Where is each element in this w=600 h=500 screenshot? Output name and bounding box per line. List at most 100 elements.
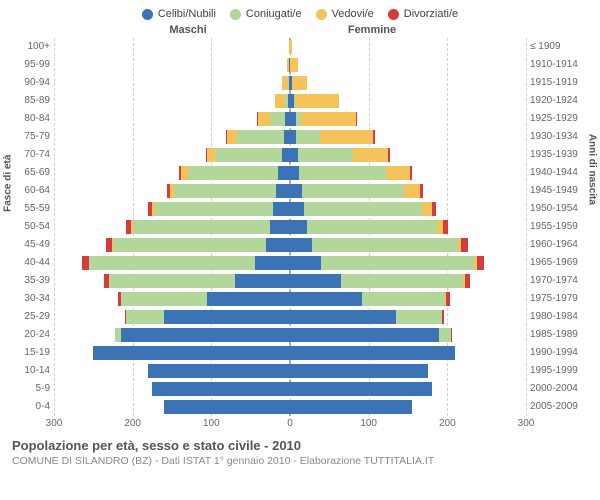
bar-segment <box>290 202 304 216</box>
age-label: 10-14 <box>12 362 54 380</box>
age-label: 45-49 <box>12 236 54 254</box>
age-label: 75-79 <box>12 128 54 146</box>
bar-segment <box>290 148 298 162</box>
legend-swatch <box>388 9 399 20</box>
bar-segment <box>174 184 276 198</box>
pyramid-row <box>54 308 526 326</box>
bar-segment <box>164 400 290 414</box>
birth-label: 1975-1979 <box>526 290 588 308</box>
legend-item: Divorziati/e <box>388 8 458 20</box>
birth-label: 1980-1984 <box>526 308 588 326</box>
pyramid-row <box>54 182 526 200</box>
x-tick-label: 300 <box>46 418 63 429</box>
pyramid-row <box>54 272 526 290</box>
birth-label: 1950-1954 <box>526 200 588 218</box>
pyramid-row <box>54 200 526 218</box>
bar-segment <box>292 76 308 90</box>
bar-segment <box>109 274 235 288</box>
birth-label: 2005-2009 <box>526 398 588 416</box>
age-label: 25-29 <box>12 308 54 326</box>
bar-segment <box>290 310 396 324</box>
bar-segment <box>290 220 307 234</box>
bar-segment <box>295 94 338 108</box>
bar-segment <box>282 148 290 162</box>
legend-label: Celibi/Nubili <box>158 8 216 20</box>
bar-segment <box>290 184 302 198</box>
pyramid-row <box>54 290 526 308</box>
bar-segment <box>386 166 410 180</box>
bar-segment <box>304 202 422 216</box>
bar-segment <box>439 328 451 342</box>
bar-segment <box>126 310 164 324</box>
bar-segment <box>266 238 290 252</box>
bar-segment <box>270 112 286 126</box>
pyramid-row <box>54 380 526 398</box>
y-right-title: Anni di nascita <box>587 134 598 205</box>
pyramid-row <box>54 344 526 362</box>
birth-label: 1960-1964 <box>526 236 588 254</box>
pyramid-row <box>54 164 526 182</box>
legend-item: Celibi/Nubili <box>142 8 216 20</box>
pyramid-row <box>54 56 526 74</box>
bar-segment <box>290 40 292 54</box>
bar-segment <box>301 112 356 126</box>
birth-label: 1940-1944 <box>526 164 588 182</box>
pyramid-row <box>54 254 526 272</box>
chart-title: Popolazione per età, sesso e stato civil… <box>12 438 588 453</box>
bar-segment <box>273 202 290 216</box>
x-tick-label: 0 <box>287 418 293 429</box>
pyramid-row <box>54 74 526 92</box>
legend-label: Vedovi/e <box>332 8 374 20</box>
legend-item: Coniugati/e <box>230 8 302 20</box>
age-label: 80-84 <box>12 110 54 128</box>
bar-segment <box>121 292 208 306</box>
legend-swatch <box>230 9 241 20</box>
bar-segment <box>296 130 320 144</box>
x-axis: 3002001000100200300 <box>12 418 588 432</box>
x-ticks: 3002001000100200300 <box>54 418 526 432</box>
bar-segment <box>477 256 484 270</box>
bar-segment <box>188 166 278 180</box>
age-label: 65-69 <box>12 164 54 182</box>
legend-swatch <box>142 9 153 20</box>
bar-segment <box>237 130 284 144</box>
bar-segment <box>362 292 445 306</box>
bar-segment <box>290 58 298 72</box>
bar-segment <box>298 148 353 162</box>
pyramid-row <box>54 110 526 128</box>
bar-segment <box>93 346 290 360</box>
bar-segment <box>258 112 270 126</box>
birth-label: 1955-1959 <box>526 218 588 236</box>
bar-segment <box>235 274 290 288</box>
bar-segment <box>290 256 321 270</box>
bar-segment <box>420 184 423 198</box>
age-label: 40-44 <box>12 254 54 272</box>
birth-label: 1915-1919 <box>526 74 588 92</box>
age-label: 5-9 <box>12 380 54 398</box>
bar-segment <box>442 310 444 324</box>
legend-label: Coniugati/e <box>246 8 302 20</box>
pyramid-row <box>54 326 526 344</box>
x-tick-label: 300 <box>518 418 535 429</box>
legend-swatch <box>316 9 327 20</box>
bar-segment <box>443 220 448 234</box>
bar-segment <box>255 256 290 270</box>
bar-segment <box>290 382 432 396</box>
bar-segment <box>290 238 312 252</box>
y-axis-birth: ≤ 19091910-19141915-19191920-19241925-19… <box>526 38 588 416</box>
bar-segment <box>320 130 373 144</box>
bar-segment <box>299 166 386 180</box>
bar-segment <box>432 202 436 216</box>
x-tick-label: 200 <box>439 418 456 429</box>
bar-segment <box>461 238 467 252</box>
bar-segment <box>465 274 471 288</box>
age-label: 35-39 <box>12 272 54 290</box>
birth-label: 1920-1924 <box>526 92 588 110</box>
bar-segment <box>388 148 390 162</box>
bar-segment <box>404 184 420 198</box>
bar-segment <box>121 328 290 342</box>
bar-segment <box>321 256 474 270</box>
birth-label: 1935-1939 <box>526 146 588 164</box>
birth-label: 1970-1974 <box>526 272 588 290</box>
bar-segment <box>312 238 458 252</box>
